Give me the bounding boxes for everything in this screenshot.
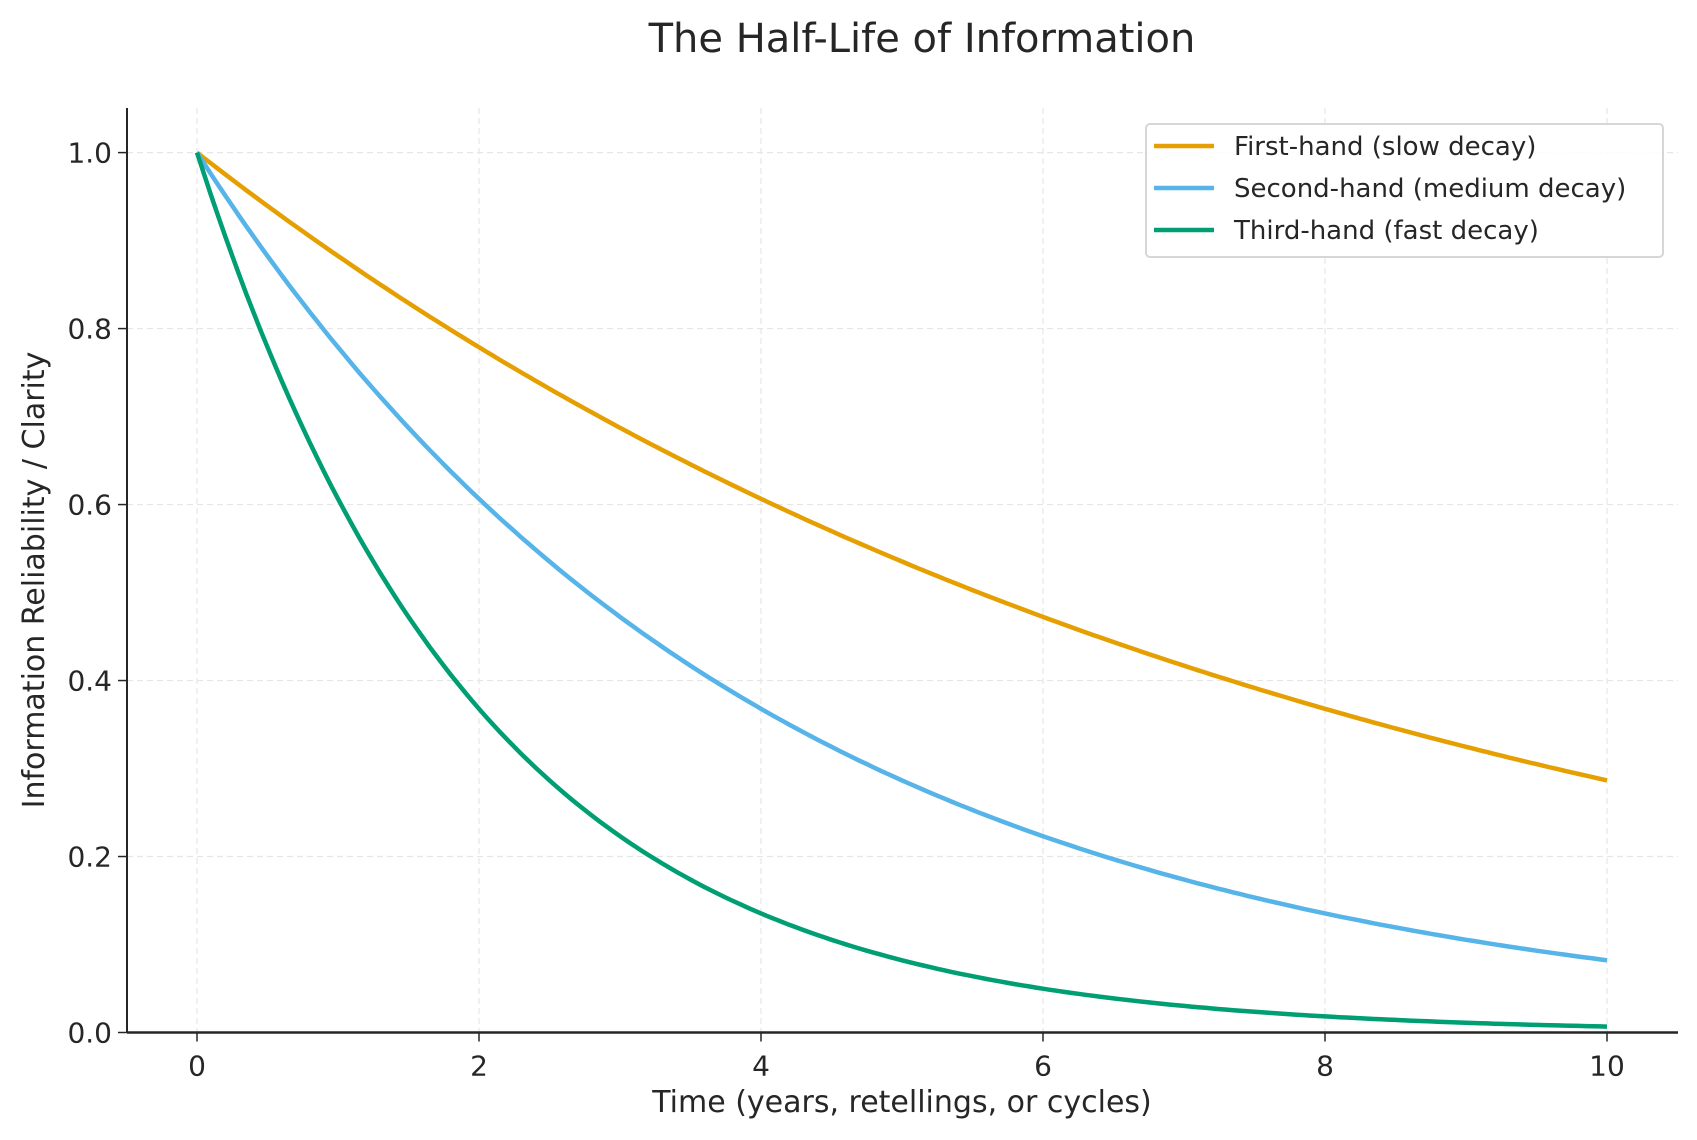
series-lines: [194, 150, 1608, 1029]
y-tick-label: 0.4: [67, 665, 112, 698]
series-line-1: [195, 150, 1608, 783]
chart-title: The Half-Life of Information: [648, 16, 1196, 62]
legend-label: First-hand (slow decay): [1234, 132, 1536, 162]
legend-label: Third-hand (fast decay): [1233, 216, 1539, 246]
y-tick-label: 0.6: [67, 489, 112, 522]
y-axis-label: Information Reliability / Clarity: [17, 352, 52, 809]
series-line-3: [194, 151, 1608, 1029]
x-tick-label: 0: [188, 1050, 206, 1083]
ticks: 0 2 4 6 8 10 0.0 0.2 0.4 0.6 0.8 1.0: [67, 137, 1624, 1083]
x-axis-label: Time (years, retellings, or cycles): [651, 1085, 1152, 1120]
y-tick-label: 0.2: [67, 841, 112, 874]
y-tick-label: 1.0: [67, 137, 112, 170]
series-line-2: [195, 151, 1608, 963]
legend: First-hand (slow decay) Second-hand (medi…: [1145, 123, 1664, 258]
y-tick-label: 0.0: [67, 1017, 112, 1050]
axes: [126, 108, 1678, 1034]
legend-box: [1145, 123, 1664, 258]
x-tick-label: 4: [752, 1050, 770, 1083]
x-tick-label: 6: [1034, 1050, 1052, 1083]
legend-label: Second-hand (medium decay): [1234, 174, 1626, 204]
y-tick-label: 0.8: [67, 313, 112, 346]
x-tick-label: 2: [470, 1050, 488, 1083]
x-tick-label: 10: [1589, 1050, 1625, 1083]
x-tick-label: 8: [1316, 1050, 1334, 1083]
